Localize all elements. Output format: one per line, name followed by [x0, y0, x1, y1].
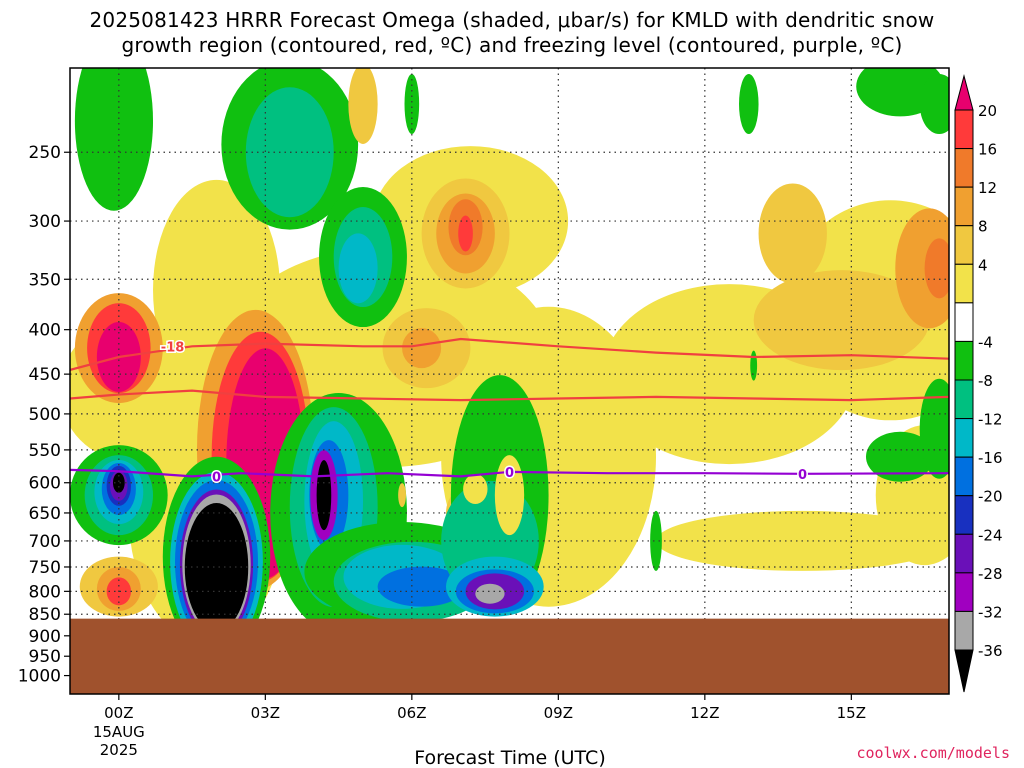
- y-tick-label: 500: [29, 405, 61, 425]
- x-date-label: 15AUG: [93, 723, 145, 741]
- colorbar: 20 16 12 8 4 -4 -8 -12 -16 -20 -24 -28 -32 -36: [954, 74, 1003, 693]
- colorbar-swatch: [954, 379, 974, 420]
- colorbar-bottom-arrow: [954, 649, 974, 693]
- omega-shaded-region: [636, 295, 735, 436]
- colorbar-label: 4: [978, 256, 988, 274]
- colorbar-swatch: [954, 533, 974, 574]
- credit-text: coolwx.com/models: [856, 744, 1010, 762]
- omega-shaded-region: [865, 431, 935, 482]
- colorbar-swatch: [954, 225, 974, 265]
- colorbar-label: -28: [978, 565, 1003, 583]
- omega-shaded-region: [895, 208, 949, 329]
- x-axis-label: Forecast Time (UTC): [414, 747, 605, 768]
- colorbar-label: -4: [978, 333, 993, 351]
- x-tick-label: 15Z: [837, 704, 866, 722]
- omega-shaded-region: [650, 510, 662, 571]
- x-tick-label: 12Z: [690, 704, 719, 722]
- colorbar-label: 16: [978, 141, 997, 159]
- y-tick-label: 350: [29, 270, 61, 290]
- omega-shaded-region: [753, 270, 930, 371]
- omega-shaded-region: [184, 502, 249, 631]
- omega-shaded-region: [758, 183, 827, 284]
- colorbar-label: -20: [978, 488, 1003, 506]
- colorbar-swatch: [954, 302, 974, 342]
- omega-shaded-region: [245, 87, 334, 218]
- colorbar-swatch: [954, 418, 974, 458]
- x-tick-label: 06Z: [397, 704, 426, 722]
- dendritic-lower-contour: [70, 389, 949, 402]
- omega-shaded-region: [458, 215, 473, 252]
- y-tick-label: 550: [29, 441, 61, 461]
- y-tick-label: 900: [29, 627, 61, 647]
- omega-shaded-region: [398, 483, 406, 508]
- colorbar-label: 12: [978, 179, 997, 197]
- x-date-label: 2025: [100, 741, 138, 759]
- colorbar-label: -36: [978, 642, 1003, 660]
- y-tick-label: 800: [29, 582, 61, 602]
- colorbar-label: -16: [978, 449, 1003, 467]
- x-tick-label: 03Z: [251, 704, 280, 722]
- colorbar-label: -24: [978, 526, 1003, 544]
- colorbar-swatch: [954, 109, 974, 150]
- colorbar-swatch: [954, 148, 974, 188]
- colorbar-swatch: [954, 610, 974, 651]
- x-tick-label: 00Z: [104, 704, 133, 722]
- omega-shaded-field: [70, 68, 949, 657]
- colorbar-label: -12: [978, 411, 1003, 429]
- y-tick-label: 450: [29, 365, 61, 385]
- omega-shaded-region: [74, 68, 154, 211]
- y-tick-label: 250: [29, 143, 61, 163]
- omega-shaded-region: [348, 68, 378, 144]
- colorbar-label: 8: [978, 218, 988, 236]
- dendritic-upper-contour: [70, 337, 949, 371]
- contour-label: 0: [505, 466, 514, 481]
- y-tick-label: 700: [29, 532, 61, 552]
- y-tick-label: 600: [29, 474, 61, 494]
- y-tick-label: 400: [29, 321, 61, 341]
- omega-shaded-region: [475, 583, 505, 604]
- colorbar-label: -8: [978, 372, 993, 390]
- contour-label: 0: [798, 468, 807, 483]
- colorbar-swatch: [954, 456, 974, 497]
- chart-title-line-2: growth region (contoured, red, ºC) and f…: [121, 33, 903, 57]
- colorbar-swatch: [954, 495, 974, 535]
- omega-shaded-region: [377, 566, 466, 607]
- y-axis: 2503003504004505005506006507007508008509…: [18, 143, 70, 687]
- below-ground-area: [70, 618, 949, 694]
- omega-shaded-region: [750, 350, 758, 381]
- y-tick-label: 950: [29, 647, 61, 667]
- freezing-level-contour: [70, 468, 949, 478]
- y-tick-label: 650: [29, 504, 61, 524]
- y-tick-label: 750: [29, 558, 61, 578]
- omega-shaded-region: [494, 455, 525, 536]
- colorbar-swatch: [954, 186, 974, 227]
- colorbar-swatch: [954, 572, 974, 612]
- omega-shaded-region: [316, 460, 332, 531]
- contour-label: -18: [161, 340, 185, 355]
- plot-frame: [69, 67, 950, 695]
- contour-lines: -18 0 0 0: [70, 337, 949, 487]
- omega-shaded-region: [112, 472, 125, 493]
- omega-shaded-region: [919, 378, 949, 479]
- omega-shaded-region: [739, 73, 759, 134]
- omega-shaded-region: [924, 238, 949, 299]
- x-tick-label: 09Z: [544, 704, 573, 722]
- y-tick-label: 300: [29, 212, 61, 232]
- omega-shaded-region: [402, 328, 442, 369]
- omega-shaded-region: [463, 473, 488, 504]
- omega-shaded-region: [919, 73, 949, 134]
- chart-title-line-1: 2025081423 HRRR Forecast Omega (shaded, …: [89, 8, 935, 32]
- omega-shaded-region: [338, 233, 378, 304]
- omega-shaded-region: [404, 73, 420, 134]
- colorbar-label: -32: [978, 603, 1003, 621]
- y-tick-label: 850: [29, 605, 61, 625]
- colorbar-swatch: [954, 340, 974, 381]
- colorbar-top-arrow: [954, 74, 974, 111]
- colorbar-label: 20: [978, 102, 997, 120]
- colorbar-swatch: [954, 263, 974, 304]
- contour-label: 0: [212, 470, 221, 485]
- y-tick-label: 1000: [18, 667, 61, 687]
